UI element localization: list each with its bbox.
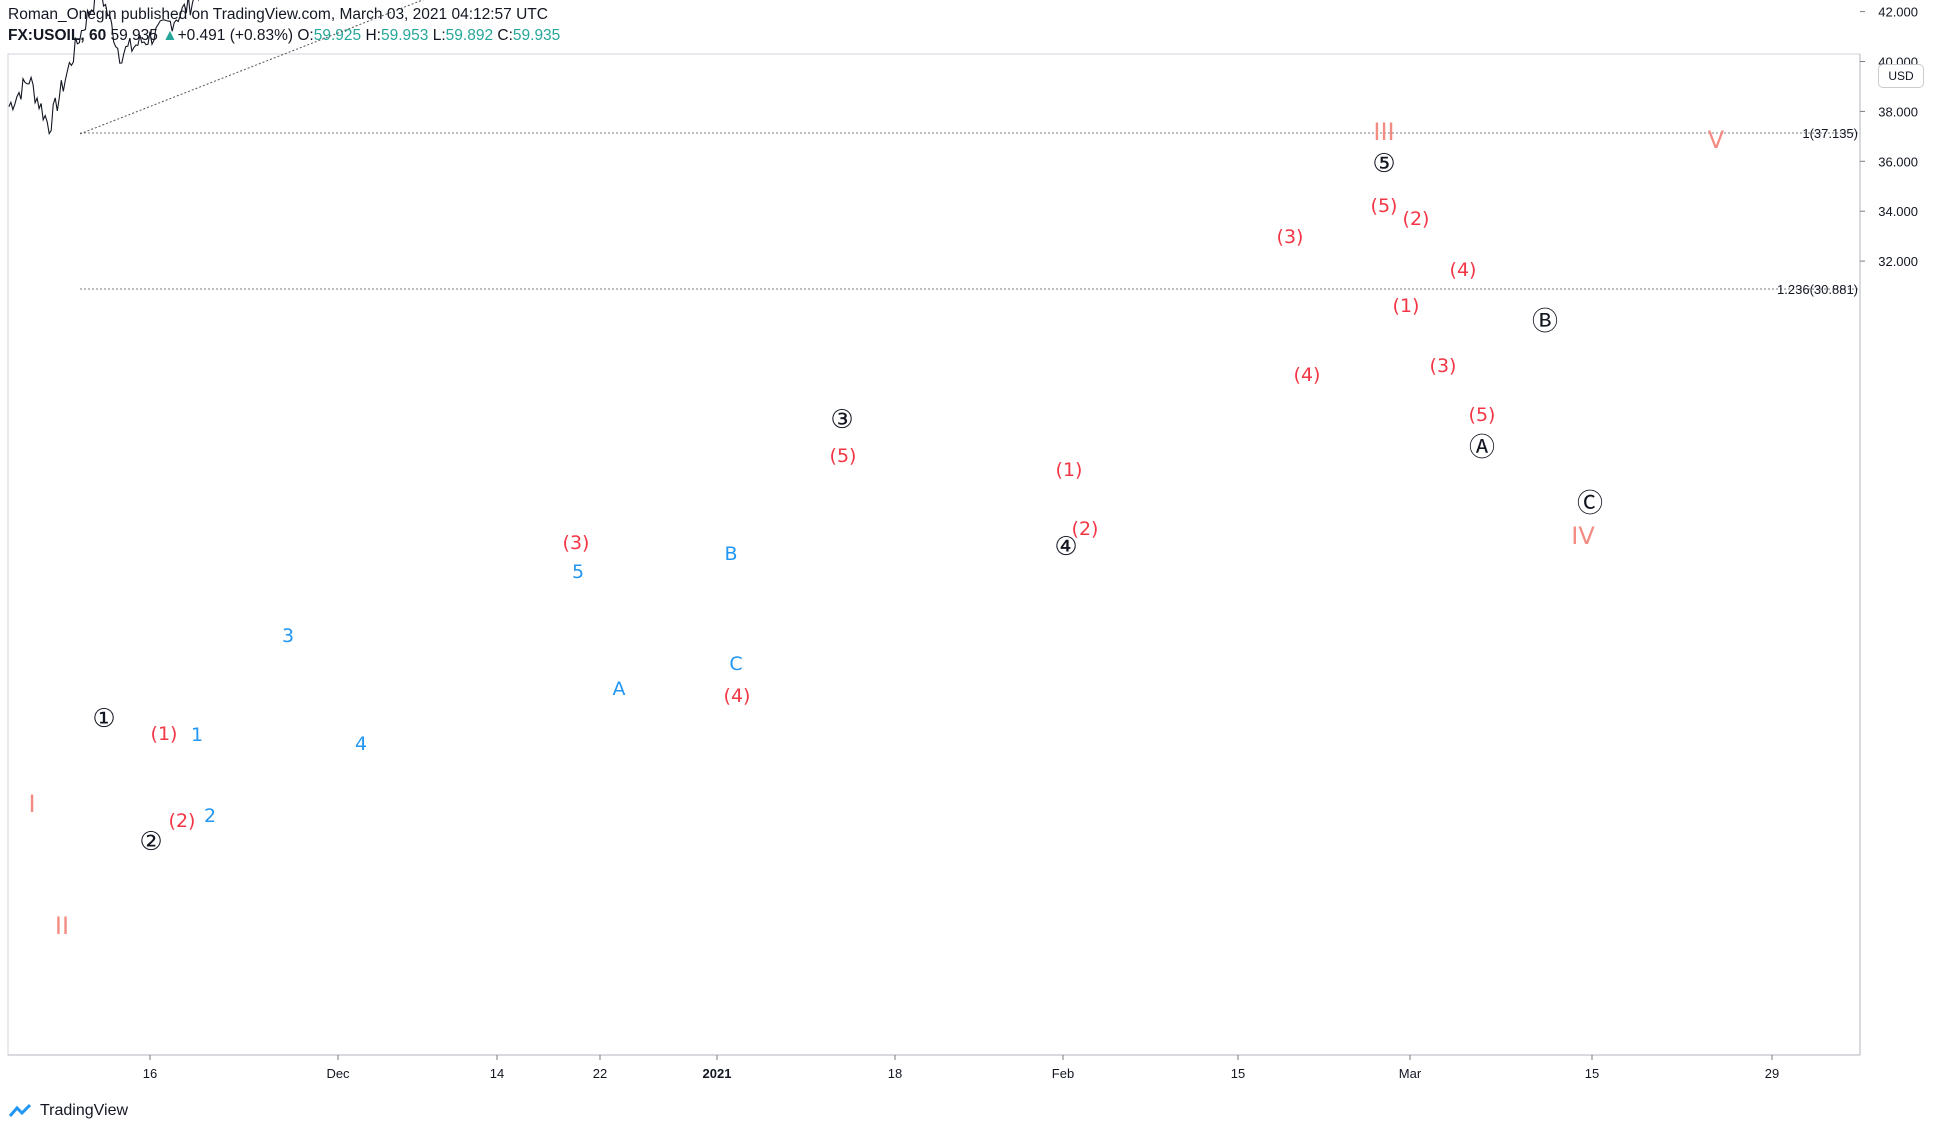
wave-label: (1) <box>1056 459 1083 481</box>
price-series <box>8 0 199 136</box>
wave-label: (4) <box>1450 259 1477 281</box>
x-tick-label: 18 <box>888 1066 902 1081</box>
x-tick-label: Dec <box>326 1066 350 1081</box>
low-label: L: <box>432 27 446 44</box>
wave-label: (4) <box>724 685 751 707</box>
wave-label: (3) <box>1430 355 1457 377</box>
wave-label: ① <box>92 704 115 734</box>
wave-label: 5 <box>572 561 584 583</box>
x-tick-label: 22 <box>593 1066 607 1081</box>
y-tick-label: 36.000 <box>1878 154 1918 169</box>
wave-label: Ⓐ <box>1469 433 1495 463</box>
wave-label: B <box>724 543 737 565</box>
wave-label: (2) <box>169 810 196 832</box>
author-line: Roman_Onegin published on TradingView.co… <box>8 6 548 23</box>
wave-label: (3) <box>563 532 590 554</box>
wave-label: 3 <box>282 625 294 647</box>
wave-label: (3) <box>1277 226 1304 248</box>
ohlc-line: FX:USOIL, 60 59.935 ▲+0.491 (+0.83%) O:5… <box>8 25 560 46</box>
wave-label: C <box>729 653 742 675</box>
wave-label: 1 <box>191 724 203 746</box>
chart-header: Roman_Onegin published on TradingView.co… <box>8 4 560 46</box>
wave-label: ③ <box>830 405 853 435</box>
open-value: 59.925 <box>313 27 362 44</box>
wave-label: (5) <box>830 445 857 467</box>
x-tick-label: Mar <box>1399 1066 1422 1081</box>
x-tick-label: 29 <box>1765 1066 1779 1081</box>
x-tick-label: 15 <box>1585 1066 1599 1081</box>
wave-label: II <box>55 912 69 940</box>
wave-label: I <box>28 790 35 818</box>
y-tick-label: 42.000 <box>1878 5 1918 20</box>
fib-label: 1.236(30.881) <box>1777 282 1858 297</box>
wave-label: (5) <box>1371 195 1398 217</box>
y-tick-label: 32.000 <box>1878 254 1918 269</box>
x-tick-label: Feb <box>1052 1066 1074 1081</box>
wave-label: 2 <box>204 805 216 827</box>
price-change: +0.491 (+0.83%) <box>177 27 294 44</box>
open-label: O: <box>297 27 314 44</box>
wave-label: 4 <box>355 733 367 755</box>
tradingview-logo-icon <box>8 1103 32 1117</box>
wave-label: (5) <box>1469 404 1496 426</box>
y-tick-label: 34.000 <box>1878 204 1918 219</box>
wave-label: V <box>1708 126 1725 154</box>
high-value: 59.953 <box>380 27 429 44</box>
wave-label: IV <box>1571 522 1595 550</box>
wave-label: (2) <box>1403 208 1430 230</box>
low-value: 59.892 <box>445 27 494 44</box>
wave-label: (1) <box>151 723 178 745</box>
wave-label: Ⓑ <box>1532 307 1558 337</box>
wave-label: (4) <box>1294 364 1321 386</box>
wave-label: III <box>1373 118 1394 146</box>
x-tick-label: 15 <box>1231 1066 1245 1081</box>
wave-label: ② <box>139 827 162 857</box>
wave-label: Ⓒ <box>1577 489 1603 519</box>
high-label: H: <box>365 27 381 44</box>
plot-frame <box>7 53 1861 1056</box>
up-arrow-icon: ▲ <box>162 27 178 44</box>
wave-label: ⑤ <box>1372 149 1395 179</box>
x-tick-label: 2021 <box>703 1066 732 1081</box>
wave-label: (2) <box>1072 518 1099 540</box>
footer: TradingView <box>8 1102 128 1120</box>
y-tick-label: 38.000 <box>1878 104 1918 119</box>
currency-button[interactable]: USD <box>1878 64 1924 88</box>
footer-brand[interactable]: TradingView <box>40 1102 129 1119</box>
wave-label: ④ <box>1054 532 1077 562</box>
close-value: 59.935 <box>512 27 561 44</box>
x-tick-label: 14 <box>490 1066 504 1081</box>
x-tick-label: 16 <box>143 1066 157 1081</box>
close-label: C: <box>497 27 513 44</box>
last-price: 59.935 <box>110 27 158 44</box>
wave-label: (1) <box>1393 295 1420 317</box>
wave-label: A <box>613 678 626 700</box>
trendline <box>79 0 424 135</box>
fib-label: 1(37.135) <box>1802 126 1858 141</box>
